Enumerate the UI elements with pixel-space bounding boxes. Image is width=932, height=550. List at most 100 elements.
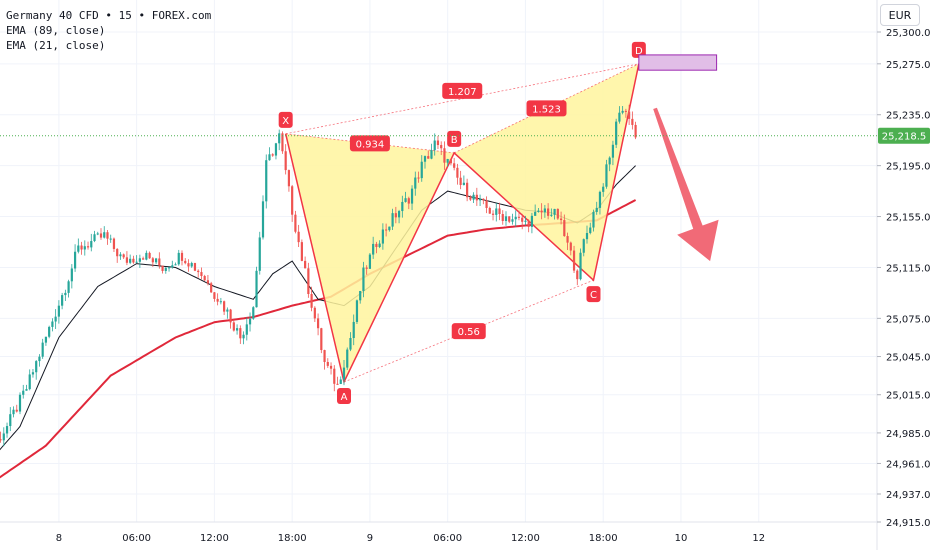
candle-body [167,267,171,269]
candle-body [326,361,329,366]
candle-body [90,241,93,248]
candle-body [449,158,453,164]
candle-body [624,110,627,112]
price-tick-label: 24,961.0 [886,459,931,470]
candle-body [508,216,511,222]
candle-body [446,158,449,163]
pattern-point-label: X [282,116,289,127]
candle-body [219,301,222,303]
candle-body [524,220,527,222]
candle-body [495,208,498,215]
candle-body [323,350,326,362]
candle-body [482,198,485,201]
candle-body [378,243,381,248]
pattern-point-label: A [341,392,348,403]
candle-body [423,156,427,162]
candle-body [216,298,219,302]
candle-body [420,161,423,179]
candle-body [550,214,553,216]
candle-body [171,265,174,268]
candle-body [462,182,465,185]
candle-body [300,242,303,261]
candle-body [278,133,281,144]
currency-button[interactable]: EUR [880,4,920,26]
ratio-label: 0.934 [356,139,385,150]
target-zone-box [638,54,718,71]
ema-89-line [0,199,637,479]
candle-body [631,118,634,125]
candle-body [521,217,524,222]
candle-body [132,258,135,263]
ratio-label: 1.523 [532,104,561,115]
candle-body [258,237,261,271]
candle-body [112,238,116,249]
candle-body [2,433,5,441]
time-tick-label: 18:00 [278,533,307,544]
candle-body [261,201,265,238]
candlesticks [0,104,637,447]
last-price-badge [878,127,930,144]
symbol-title[interactable]: Germany 40 CFD • 15 • FOREX.com [6,9,212,22]
candle-body [391,213,394,227]
candle-body [433,140,436,151]
candle-body [349,338,352,350]
candle-body [440,145,443,149]
candle-body [517,216,521,218]
candle-body [119,254,122,257]
candle-body [51,321,54,327]
candle-body [410,188,414,204]
candle-body [388,226,391,231]
candle-body [572,250,576,271]
candle-body [459,177,462,185]
candle-body [540,210,543,213]
candle-body [634,124,637,138]
candle-body [417,177,420,179]
price-tick-label: 25,115.0 [886,263,931,274]
candle-body [129,258,132,263]
candle-body [210,283,213,293]
candle-body [122,254,125,258]
candle-body [404,198,407,202]
pattern-point-label: D [635,46,643,57]
candle-body [190,263,193,267]
candle-body [164,267,167,271]
candle-body [611,144,615,158]
candle-body [543,208,546,213]
candle-body [401,201,404,212]
candle-body [346,349,349,368]
candle-body [177,252,180,265]
candle-body [142,258,145,260]
candle-body [556,208,559,219]
candle-body [333,368,336,384]
ema-89-legend[interactable]: EMA (89, close) [6,24,106,37]
candle-body [336,383,339,385]
candle-body [197,270,200,273]
candle-body [274,143,278,156]
time-tick-label: 12:00 [511,533,540,544]
candle-body [342,367,346,380]
candle-body [355,300,359,322]
candle-body [547,208,550,216]
candle-body [28,374,31,390]
candle-body [598,191,602,208]
candle-body [381,229,384,244]
candle-body [154,258,158,263]
candle-body [67,281,70,293]
price-tick-label: 25,300.0 [886,28,931,39]
candle-body [223,301,226,312]
candle-body [569,242,572,251]
candle-body [453,163,456,168]
candle-body [235,328,239,331]
candle-body [239,328,242,339]
candle-body [618,112,621,122]
candle-body [255,270,258,308]
pattern-point-badge [278,111,293,128]
candle-body [329,365,333,369]
candle-body [44,336,48,343]
candle-body [304,260,307,269]
ema-21-legend[interactable]: EMA (21, close) [6,39,106,52]
candle-body [213,292,216,299]
projection-arrow [653,107,719,262]
candle-body [99,233,103,238]
